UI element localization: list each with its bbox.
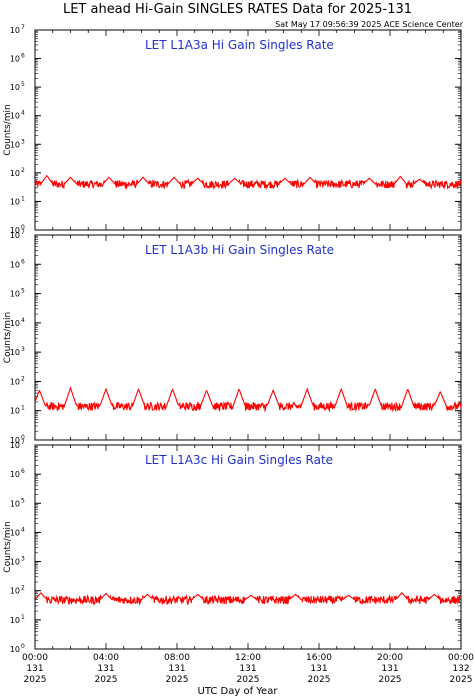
x-tick-day: 131 (97, 664, 114, 674)
y-tick-exponent: 4 (21, 526, 25, 533)
y-tick-exponent: 5 (21, 81, 25, 88)
y-tick-exponent: 4 (21, 317, 25, 324)
panel-title: LET L1A3b Hi Gain Singles Rate (145, 243, 334, 257)
x-tick-year: 2025 (308, 675, 331, 685)
y-tick-exponent: 7 (21, 24, 25, 31)
x-tick-day: 131 (381, 664, 398, 674)
y-tick-exponent: 5 (21, 288, 25, 295)
y-tick-label: 10 (10, 470, 20, 479)
x-tick-day: 131 (168, 664, 185, 674)
y-tick-label: 10 (10, 616, 20, 625)
y-tick-label: 10 (10, 169, 20, 178)
y-tick-exponent: 6 (21, 53, 25, 60)
y-tick-exponent: 0 (21, 434, 25, 441)
y-axis-label: Counts/min (3, 312, 13, 363)
y-tick-label: 10 (10, 587, 20, 596)
y-tick-exponent: 3 (21, 138, 25, 145)
y-tick-exponent: 0 (21, 224, 25, 231)
data-trace (34, 386, 462, 413)
panel-title: LET L1A3a Hi Gain Singles Rate (145, 38, 334, 52)
x-tick-year: 2025 (24, 675, 47, 685)
data-trace (34, 174, 462, 191)
y-tick-label: 10 (10, 499, 20, 508)
y-tick-exponent: 3 (21, 556, 25, 563)
y-tick-label: 10 (10, 436, 20, 445)
x-tick-day: 132 (452, 664, 469, 674)
panel-title: LET L1A3c Hi Gain Singles Rate (145, 453, 333, 467)
y-tick-exponent: 7 (21, 229, 25, 236)
generation-timestamp: Sat May 17 09:56:39 2025 ACE Science Cen… (275, 20, 463, 29)
y-tick-exponent: 0 (21, 643, 25, 650)
y-tick-label: 10 (10, 319, 20, 328)
y-tick-exponent: 1 (21, 195, 25, 202)
x-tick-time: 00:00 (448, 653, 474, 663)
y-tick-exponent: 7 (21, 439, 25, 446)
x-tick-year: 2025 (237, 675, 260, 685)
x-tick-time: 16:00 (306, 653, 332, 663)
chart-main-title: LET ahead Hi-Gain SINGLES RATES Data for… (62, 2, 413, 17)
x-tick-time: 20:00 (377, 653, 403, 663)
x-tick-time: 00:00 (22, 653, 48, 663)
y-tick-label: 10 (10, 528, 20, 537)
y-tick-exponent: 2 (21, 585, 25, 592)
y-tick-label: 10 (10, 377, 20, 386)
y-tick-label: 10 (10, 26, 20, 35)
y-axis-label: Counts/min (3, 521, 13, 572)
y-tick-exponent: 1 (21, 614, 25, 621)
y-tick-label: 10 (10, 260, 20, 269)
y-axis-label: Counts/min (3, 104, 13, 155)
x-tick-year: 2025 (166, 675, 189, 685)
y-tick-label: 10 (10, 226, 20, 235)
y-tick-exponent: 6 (21, 468, 25, 475)
y-tick-label: 10 (10, 231, 20, 240)
x-tick-day: 131 (310, 664, 327, 674)
y-tick-label: 10 (10, 348, 20, 357)
y-tick-label: 10 (10, 197, 20, 206)
data-trace (34, 591, 462, 606)
y-tick-label: 10 (10, 290, 20, 299)
y-tick-exponent: 5 (21, 497, 25, 504)
x-tick-time: 12:00 (235, 653, 261, 663)
plot-frame (34, 29, 462, 231)
x-tick-time: 04:00 (93, 653, 119, 663)
y-tick-label: 10 (10, 441, 20, 450)
y-tick-exponent: 1 (21, 405, 25, 412)
x-axis-title: UTC Day of Year (197, 686, 278, 697)
y-tick-exponent: 4 (21, 110, 25, 117)
y-tick-label: 10 (10, 645, 20, 654)
plot-frame (34, 444, 462, 650)
x-tick-year: 2025 (379, 675, 402, 685)
y-tick-label: 10 (10, 83, 20, 92)
y-tick-exponent: 2 (21, 375, 25, 382)
y-tick-label: 10 (10, 55, 20, 64)
y-tick-label: 10 (10, 112, 20, 121)
y-tick-exponent: 6 (21, 258, 25, 265)
y-tick-label: 10 (10, 140, 20, 149)
x-tick-year: 2025 (450, 675, 473, 685)
x-tick-time: 08:00 (164, 653, 190, 663)
y-tick-exponent: 2 (21, 167, 25, 174)
y-tick-label: 10 (10, 407, 20, 416)
y-tick-exponent: 3 (21, 346, 25, 353)
x-tick-year: 2025 (95, 675, 118, 685)
x-tick-day: 131 (26, 664, 43, 674)
y-tick-label: 10 (10, 558, 20, 567)
x-tick-day: 131 (239, 664, 256, 674)
